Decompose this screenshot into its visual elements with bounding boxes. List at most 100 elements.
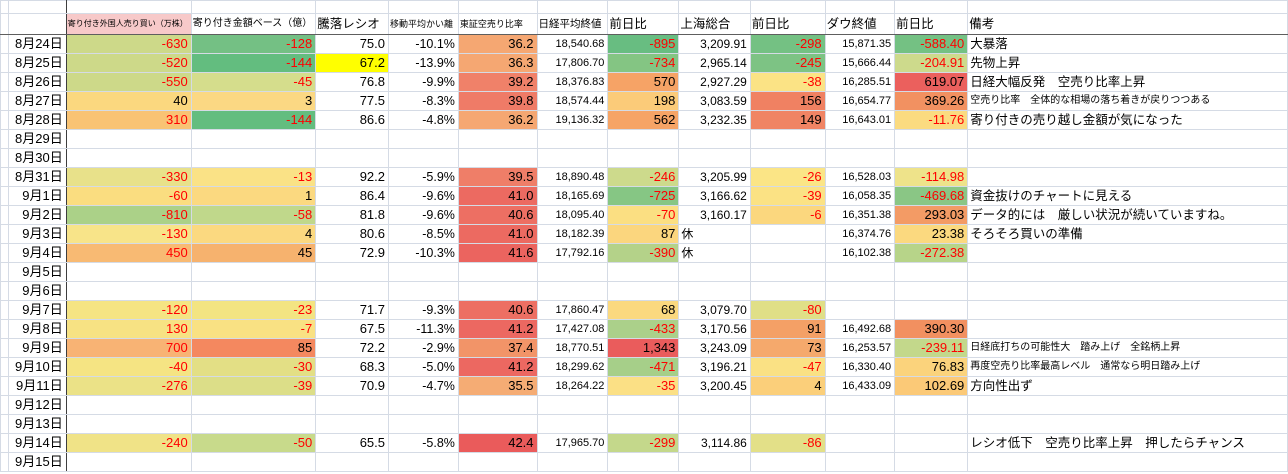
cell-shanghai-composite[interactable] — [678, 262, 751, 282]
cell-nikkei-change[interactable]: -471 — [607, 357, 680, 377]
cell-advance-decline-ratio[interactable] — [315, 395, 389, 415]
spacer-cell-open-amount-base[interactable] — [190, 0, 317, 14]
cell-dow-close[interactable]: 16,492.68 — [824, 319, 896, 339]
spacer-cell-short-sell-ratio[interactable] — [457, 0, 538, 14]
cell-nikkei-change[interactable]: -299 — [607, 433, 680, 453]
cell-shanghai-change[interactable] — [749, 224, 826, 244]
cell-dow-change[interactable] — [894, 300, 969, 320]
cell-dow-change[interactable] — [894, 281, 969, 301]
cell-ma-deviation[interactable] — [388, 262, 459, 282]
row-date[interactable]: 9月4日 — [7, 243, 67, 263]
cell-nikkei-change[interactable]: -725 — [607, 186, 680, 206]
cell-nikkei-close[interactable]: 18,182.39 — [536, 224, 609, 244]
row-date[interactable]: 9月12日 — [7, 395, 67, 415]
cell-shanghai-composite[interactable]: 3,166.62 — [678, 186, 751, 206]
cell-dow-close[interactable] — [824, 129, 896, 149]
cell-shanghai-change[interactable] — [749, 148, 826, 168]
cell-open-amount-base[interactable]: -13 — [190, 167, 317, 187]
cell-foreign-open-shares[interactable]: 700 — [65, 338, 192, 358]
row-date[interactable]: 9月11日 — [7, 376, 67, 396]
cell-ma-deviation[interactable]: -4.8% — [388, 110, 459, 130]
row-date[interactable]: 8月29日 — [7, 129, 67, 149]
cell-short-sell-ratio[interactable]: 41.6 — [457, 243, 538, 263]
row-head-cell[interactable] — [0, 281, 9, 301]
cell-short-sell-ratio[interactable]: 39.8 — [457, 91, 538, 111]
cell-shanghai-change[interactable] — [749, 452, 826, 472]
cell-dow-close[interactable]: 16,654.77 — [824, 91, 896, 111]
cell-foreign-open-shares[interactable]: -630 — [65, 34, 192, 54]
cell-advance-decline-ratio[interactable] — [315, 452, 389, 472]
cell-dow-close[interactable]: 16,528.03 — [824, 167, 896, 187]
row-date[interactable]: 8月26日 — [7, 72, 67, 92]
cell-dow-close[interactable] — [824, 433, 896, 453]
cell-shanghai-composite[interactable] — [678, 129, 751, 149]
cell-nikkei-close[interactable]: 17,427.08 — [536, 319, 609, 339]
row-head-cell[interactable] — [0, 262, 9, 282]
cell-dow-change[interactable] — [894, 452, 969, 472]
cell-remarks[interactable]: レシオ低下 空売り比率上昇 押したらチャンス — [967, 433, 1288, 453]
cell-dow-change[interactable] — [894, 129, 969, 149]
cell-shanghai-composite[interactable] — [678, 395, 751, 415]
cell-dow-close[interactable]: 16,374.76 — [824, 224, 896, 244]
row-head-cell[interactable] — [0, 376, 9, 396]
cell-advance-decline-ratio[interactable]: 65.5 — [315, 433, 389, 453]
cell-dow-close[interactable]: 16,253.57 — [824, 338, 896, 358]
row-head-cell[interactable] — [0, 148, 9, 168]
cell-open-amount-base[interactable] — [190, 148, 317, 168]
cell-advance-decline-ratio[interactable] — [315, 414, 389, 434]
cell-short-sell-ratio[interactable]: 37.4 — [457, 338, 538, 358]
cell-shanghai-change[interactable]: 73 — [749, 338, 826, 358]
cell-shanghai-change[interactable] — [749, 243, 826, 263]
spacer-cell-dow-change[interactable] — [894, 0, 969, 14]
cell-shanghai-composite[interactable]: 3,196.21 — [678, 357, 751, 377]
col-header-advance-decline-ratio[interactable]: 騰落レシオ — [315, 13, 389, 35]
cell-short-sell-ratio[interactable]: 41.0 — [457, 224, 538, 244]
cell-advance-decline-ratio[interactable]: 67.5 — [315, 319, 389, 339]
cell-nikkei-close[interactable]: 18,890.48 — [536, 167, 609, 187]
cell-dow-close[interactable] — [824, 300, 896, 320]
cell-dow-close[interactable]: 16,643.01 — [824, 110, 896, 130]
cell-nikkei-close[interactable] — [536, 414, 609, 434]
cell-short-sell-ratio[interactable]: 41.2 — [457, 319, 538, 339]
row-head-cell[interactable] — [0, 338, 9, 358]
cell-ma-deviation[interactable]: -5.0% — [388, 357, 459, 377]
cell-nikkei-change[interactable]: -35 — [607, 376, 680, 396]
cell-dow-change[interactable] — [894, 414, 969, 434]
cell-foreign-open-shares[interactable]: -40 — [65, 357, 192, 377]
cell-dow-close[interactable]: 16,102.38 — [824, 243, 896, 263]
cell-foreign-open-shares[interactable] — [65, 395, 192, 415]
row-date[interactable]: 9月7日 — [7, 300, 67, 320]
cell-short-sell-ratio[interactable]: 36.3 — [457, 53, 538, 73]
cell-nikkei-close[interactable] — [536, 452, 609, 472]
cell-remarks[interactable]: 空売り比率 全体的な相場の落ち着きが戻りつつある — [967, 91, 1288, 111]
cell-shanghai-composite[interactable]: 3,083.59 — [678, 91, 751, 111]
cell-short-sell-ratio[interactable] — [457, 262, 538, 282]
cell-ma-deviation[interactable] — [388, 414, 459, 434]
cell-shanghai-composite[interactable]: 3,232.35 — [678, 110, 751, 130]
cell-nikkei-close[interactable] — [536, 395, 609, 415]
row-head-cell[interactable] — [0, 452, 9, 472]
cell-nikkei-change[interactable]: -70 — [607, 205, 680, 225]
cell-advance-decline-ratio[interactable] — [315, 281, 389, 301]
cell-remarks[interactable]: 再度空売り比率最高レベル 通常なら明日踏み上げ — [967, 357, 1288, 377]
cell-open-amount-base[interactable]: 85 — [190, 338, 317, 358]
cell-remarks[interactable] — [967, 395, 1288, 415]
row-head-cell[interactable] — [0, 395, 9, 415]
cell-foreign-open-shares[interactable]: -130 — [65, 224, 192, 244]
cell-shanghai-change[interactable] — [749, 395, 826, 415]
row-head-cell[interactable] — [0, 243, 9, 263]
row-head-cell[interactable] — [0, 34, 9, 54]
cell-nikkei-close[interactable]: 18,376.83 — [536, 72, 609, 92]
cell-dow-close[interactable]: 16,433.09 — [824, 376, 896, 396]
cell-dow-change[interactable]: -239.11 — [894, 338, 969, 358]
cell-advance-decline-ratio[interactable] — [315, 129, 389, 149]
cell-nikkei-close[interactable]: 18,095.40 — [536, 205, 609, 225]
cell-short-sell-ratio[interactable]: 39.2 — [457, 72, 538, 92]
cell-advance-decline-ratio[interactable]: 77.5 — [315, 91, 389, 111]
cell-shanghai-change[interactable] — [749, 414, 826, 434]
cell-advance-decline-ratio[interactable]: 68.3 — [315, 357, 389, 377]
cell-shanghai-change[interactable]: -245 — [749, 53, 826, 73]
row-date[interactable]: 8月24日 — [7, 34, 67, 54]
row-head-cell[interactable] — [0, 300, 9, 320]
cell-advance-decline-ratio[interactable]: 86.6 — [315, 110, 389, 130]
